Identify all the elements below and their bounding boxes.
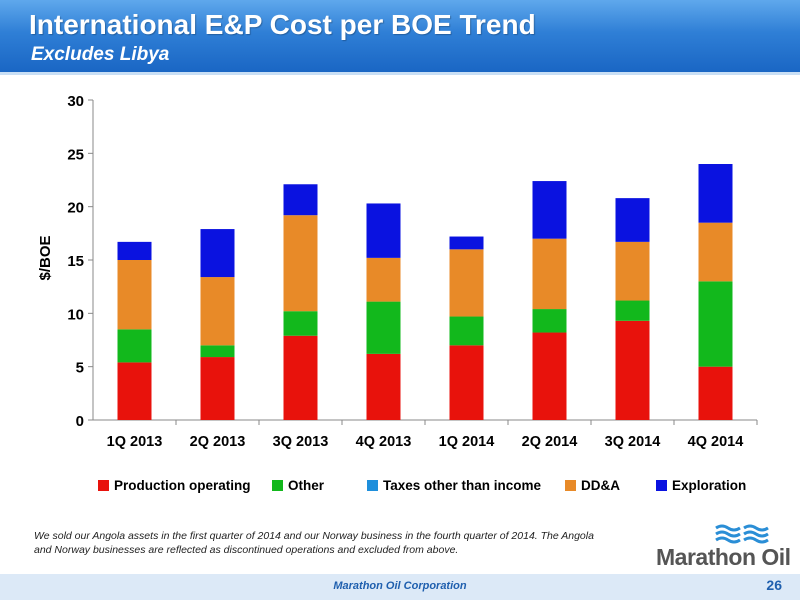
y-axis-label: $/BOE bbox=[37, 235, 54, 280]
legend-item: Taxes other than income bbox=[367, 478, 542, 493]
bar-segment-production-operating bbox=[366, 353, 401, 420]
bar-segment-production-operating bbox=[532, 332, 567, 420]
x-tick-label: 1Q 2014 bbox=[439, 434, 495, 450]
bar-segment-other bbox=[200, 345, 235, 358]
legend-swatch bbox=[656, 480, 667, 491]
bar-segment-dd-a bbox=[283, 215, 318, 312]
marathon-oil-wave-logo-icon bbox=[715, 524, 769, 544]
legend-label: DD&A bbox=[581, 478, 620, 493]
bar-segment-production-operating bbox=[698, 366, 733, 420]
bar-segment-production-operating bbox=[200, 357, 235, 420]
bar-segment-exploration bbox=[283, 184, 318, 216]
legend-label: Taxes other than income bbox=[383, 478, 542, 493]
x-tick-label: 4Q 2014 bbox=[688, 434, 744, 450]
slide-title: International E&P Cost per BOE Trend bbox=[29, 9, 536, 40]
legend-swatch bbox=[98, 480, 109, 491]
bar-segment-exploration bbox=[449, 236, 484, 250]
bar-segment-exploration bbox=[200, 229, 235, 278]
marathon-oil-logo: Marathon Oil bbox=[656, 522, 796, 572]
legend-swatch bbox=[272, 480, 283, 491]
bar-segment-other bbox=[698, 281, 733, 367]
y-tick-label: 15 bbox=[67, 253, 84, 270]
bar-segment-dd-a bbox=[200, 277, 235, 346]
bar-segment-production-operating bbox=[449, 345, 484, 420]
legend-label: Exploration bbox=[672, 478, 746, 493]
x-tick-label: 2Q 2014 bbox=[522, 434, 578, 450]
legend-item: Production operating bbox=[98, 478, 251, 493]
y-tick-label: 10 bbox=[67, 306, 84, 323]
bar-segment-exploration bbox=[117, 241, 152, 260]
legend-item: DD&A bbox=[565, 478, 620, 493]
bar-segment-production-operating bbox=[615, 320, 650, 420]
bar-segment-other bbox=[532, 309, 567, 333]
bar-segment-production-operating bbox=[283, 335, 318, 420]
logo-wordmark: Marathon Oil bbox=[656, 544, 791, 570]
bar-segment-other bbox=[615, 300, 650, 321]
legend-label: Other bbox=[288, 478, 325, 493]
y-tick-label: 30 bbox=[67, 93, 84, 110]
bar-segment-other bbox=[117, 329, 152, 363]
bar-segment-other bbox=[283, 311, 318, 336]
bar-segment-exploration bbox=[366, 203, 401, 258]
legend-item: Other bbox=[272, 478, 325, 493]
x-tick-label: 4Q 2013 bbox=[356, 434, 412, 450]
bar-segment-other bbox=[366, 301, 401, 354]
legend-label: Production operating bbox=[114, 478, 251, 493]
footer-company: Marathon Oil Corporation bbox=[333, 580, 467, 592]
bar-segment-production-operating bbox=[117, 362, 152, 420]
legend-swatch bbox=[565, 480, 576, 491]
bar-segment-exploration bbox=[698, 164, 733, 223]
x-tick-label: 3Q 2013 bbox=[273, 434, 329, 450]
stacked-bar-chart: 1Q 2013 2Q 2013 3Q 2013 4Q 2013 1Q 2014 2Q 20… bbox=[37, 93, 758, 493]
legend-swatch bbox=[367, 480, 378, 491]
banner-divider bbox=[0, 72, 800, 75]
bar-segment-dd-a bbox=[117, 260, 152, 330]
legend-item: Exploration bbox=[656, 478, 746, 493]
x-tick-label: 3Q 2014 bbox=[605, 434, 661, 450]
x-tick-label: 1Q 2013 bbox=[107, 434, 163, 450]
footnote: We sold our Angola assets in the first q… bbox=[34, 530, 594, 556]
bar-segment-exploration bbox=[532, 181, 567, 239]
bar-segment-exploration bbox=[615, 198, 650, 242]
bar-segment-other bbox=[449, 316, 484, 346]
y-tick-label: 5 bbox=[76, 360, 84, 377]
bar-segment-dd-a bbox=[615, 241, 650, 301]
footer-bar: Marathon Oil Corporation 26 bbox=[0, 574, 800, 600]
bar-segment-dd-a bbox=[366, 257, 401, 302]
x-tick-label: 2Q 2013 bbox=[190, 434, 246, 450]
slide-subtitle: Excludes Libya bbox=[31, 44, 170, 65]
bar-segment-dd-a bbox=[698, 222, 733, 282]
bar-segment-dd-a bbox=[449, 249, 484, 317]
bar-segment-dd-a bbox=[532, 238, 567, 310]
y-tick-label: 25 bbox=[67, 146, 84, 163]
y-tick-label: 20 bbox=[67, 200, 84, 217]
page-number: 26 bbox=[766, 577, 782, 593]
y-tick-label: 0 bbox=[76, 413, 84, 430]
title-banner: International E&P Cost per BOE Trend Exc… bbox=[0, 0, 800, 72]
